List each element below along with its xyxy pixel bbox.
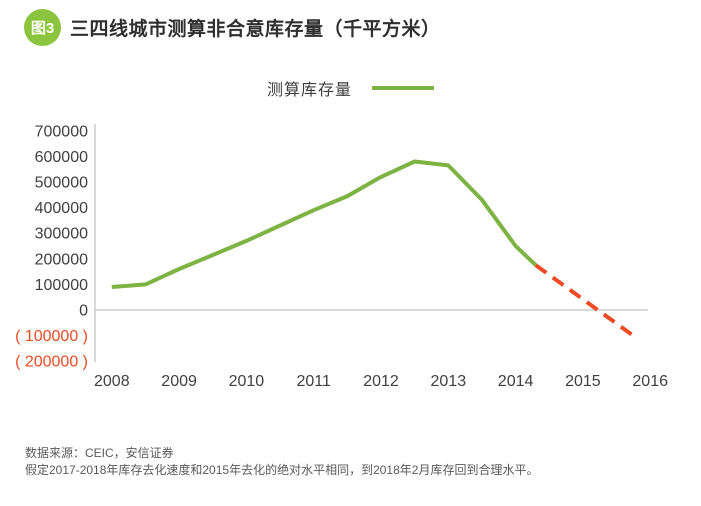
data-source-note: 数据来源：CEIC，安信证券 xyxy=(25,446,174,460)
chart-title: 三四线城市测算非合意库存量（千平方米） xyxy=(70,19,441,40)
svg-text:2010: 2010 xyxy=(229,373,265,390)
chart-footnotes: 数据来源：CEIC，安信证券 假定2017-2018年库存去化速度和2015年去… xyxy=(25,445,538,479)
legend-label: 测算库存量 xyxy=(266,82,352,99)
svg-text:2016: 2016 xyxy=(632,373,668,390)
svg-text:( 200000 ): ( 200000 ) xyxy=(15,354,88,371)
svg-text:2015: 2015 xyxy=(565,373,601,390)
chart-header: 图3 三四线城市测算非合意库存量（千平方米） xyxy=(24,9,441,46)
legend-line-swatch xyxy=(372,86,434,90)
svg-text:100000: 100000 xyxy=(35,277,88,294)
chart-legend: 测算库存量 xyxy=(0,76,701,100)
svg-text:300000: 300000 xyxy=(35,226,88,243)
svg-text:500000: 500000 xyxy=(35,175,88,192)
svg-text:200000: 200000 xyxy=(35,251,88,268)
assumption-note: 假定2017-2018年库存去化速度和2015年去化的绝对水平相同，到2018年… xyxy=(25,463,539,477)
svg-text:2014: 2014 xyxy=(498,373,534,390)
svg-text:2013: 2013 xyxy=(431,373,467,390)
svg-text:0: 0 xyxy=(79,303,88,320)
svg-text:2009: 2009 xyxy=(161,373,197,390)
svg-text:700000: 700000 xyxy=(35,123,88,140)
svg-text:2011: 2011 xyxy=(296,373,331,390)
svg-text:600000: 600000 xyxy=(35,149,88,166)
svg-text:( 100000 ): ( 100000 ) xyxy=(15,328,88,345)
svg-text:2008: 2008 xyxy=(94,373,130,390)
figure-number-badge: 图3 xyxy=(24,9,61,46)
svg-text:400000: 400000 xyxy=(35,200,88,217)
svg-text:2012: 2012 xyxy=(363,373,399,390)
